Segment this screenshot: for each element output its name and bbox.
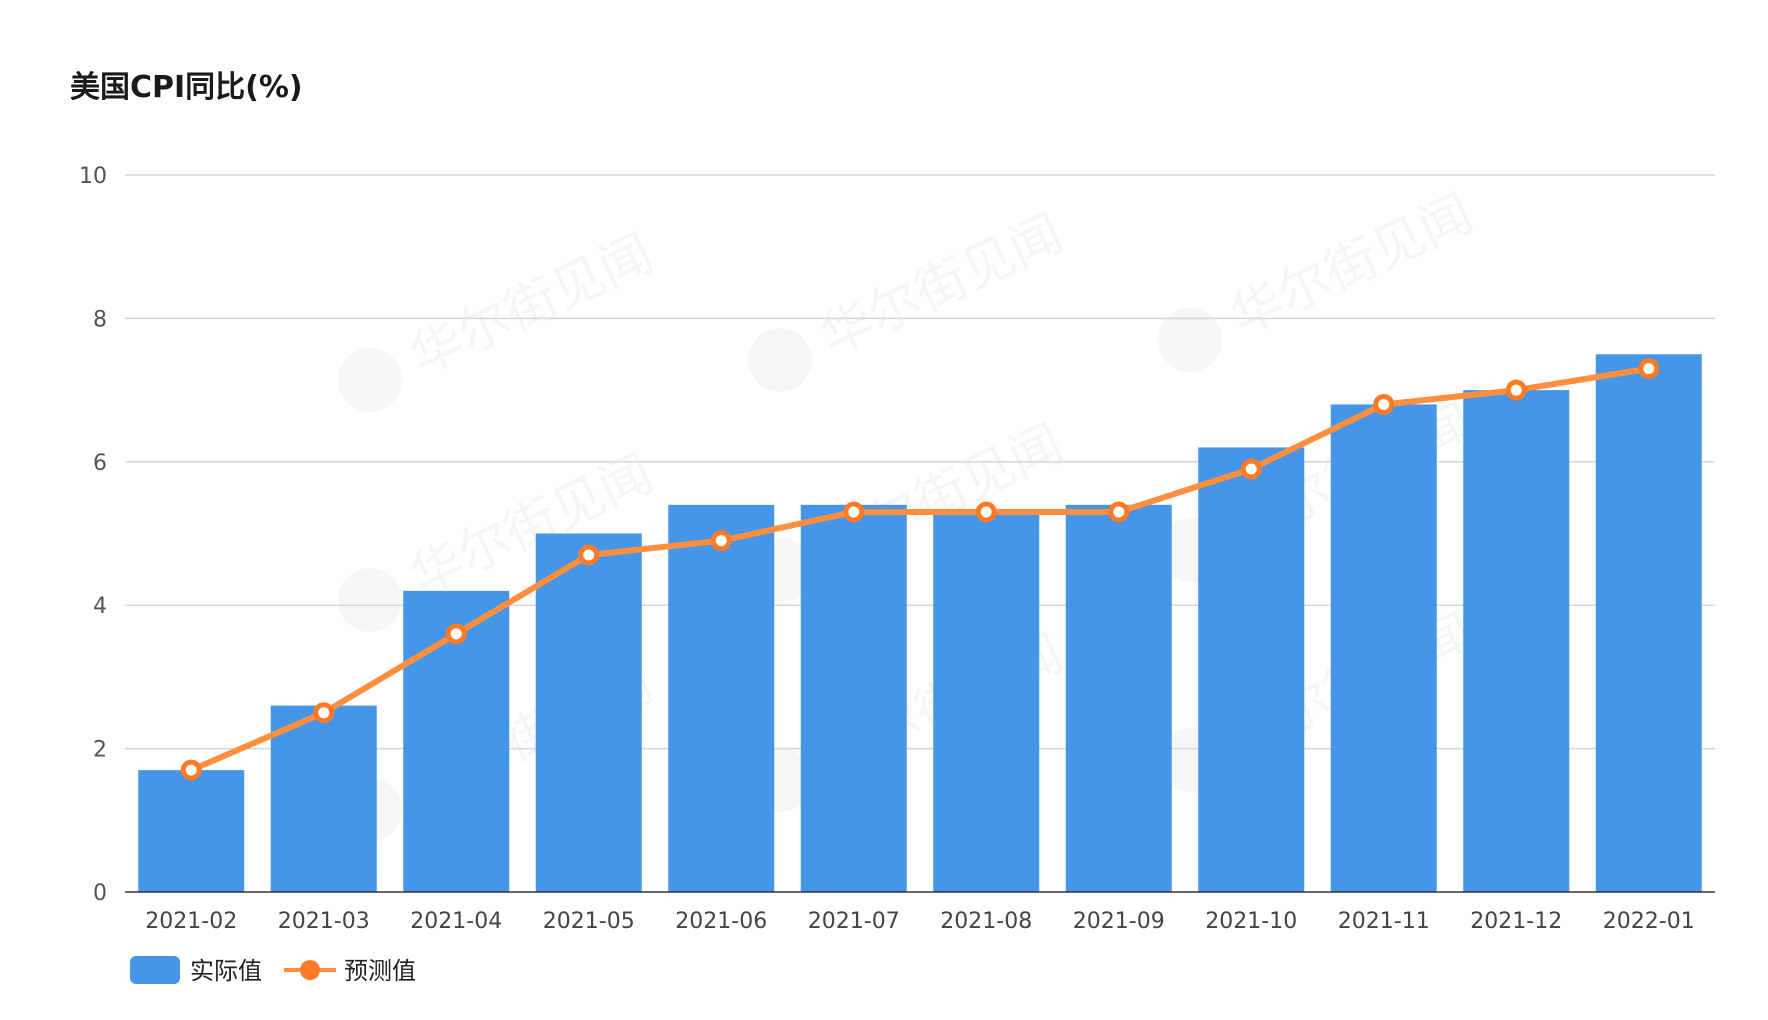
forecast-point-2021-05[interactable] bbox=[578, 544, 600, 566]
bar-2021-08[interactable] bbox=[933, 511, 1040, 892]
x-tick-label: 2021-07 bbox=[808, 909, 900, 934]
watermark-1: 华尔街见闻 bbox=[338, 224, 662, 412]
forecast-point-2021-09[interactable] bbox=[1108, 501, 1130, 523]
watermark-2: 华尔街见闻 bbox=[748, 204, 1072, 392]
bar-2022-01[interactable] bbox=[1595, 354, 1702, 892]
forecast-point-2021-11[interactable] bbox=[1373, 393, 1395, 415]
legend-item-actual[interactable]: 实际值 bbox=[130, 956, 262, 985]
legend-label-actual: 实际值 bbox=[190, 957, 262, 985]
legend: 实际值 预测值 bbox=[130, 956, 416, 985]
x-tick-label: 2022-01 bbox=[1603, 909, 1695, 934]
watermark-text: 华尔街见闻 bbox=[811, 204, 1072, 368]
bar-2021-06[interactable] bbox=[668, 504, 775, 892]
bar-2021-07[interactable] bbox=[800, 504, 907, 892]
bar-2021-05[interactable] bbox=[535, 533, 642, 893]
forecast-line bbox=[188, 365, 1652, 774]
bar-2021-03[interactable] bbox=[270, 705, 377, 892]
forecast-point-2021-04[interactable] bbox=[445, 623, 467, 645]
x-tick-label: 2021-02 bbox=[145, 909, 237, 934]
watermark-logo-icon bbox=[338, 348, 402, 412]
bar-2021-10[interactable] bbox=[1198, 447, 1305, 892]
watermark-logo-icon bbox=[748, 328, 812, 392]
legend-label-forecast: 预测值 bbox=[344, 957, 416, 985]
bar-2021-09[interactable] bbox=[1065, 504, 1172, 892]
legend-swatch-forecast-marker bbox=[300, 960, 320, 980]
x-tick-label: 2021-09 bbox=[1073, 909, 1165, 934]
x-axis-ticks: 2021-02 2021-03 2021-04 2021-05 2021-06 2021-… bbox=[145, 909, 1694, 934]
x-tick-label: 2021-03 bbox=[278, 909, 370, 934]
forecast-point-2021-07[interactable] bbox=[843, 501, 865, 523]
legend-item-forecast[interactable]: 预测值 bbox=[284, 957, 416, 985]
watermark-text: 华尔街见闻 bbox=[1221, 184, 1482, 348]
bar-2021-12[interactable] bbox=[1463, 390, 1570, 892]
x-tick-label: 2021-06 bbox=[675, 909, 767, 934]
forecast-point-2021-06[interactable] bbox=[710, 530, 732, 552]
y-tick-label: 4 bbox=[93, 594, 107, 619]
chart-title: 美国CPI同比(%) bbox=[70, 70, 303, 105]
watermark-logo-icon bbox=[1158, 308, 1222, 372]
y-tick-label: 10 bbox=[79, 164, 107, 189]
bar-series bbox=[138, 354, 1702, 892]
legend-swatch-actual bbox=[130, 956, 180, 984]
x-tick-label: 2021-05 bbox=[543, 909, 635, 934]
x-tick-label: 2021-08 bbox=[940, 909, 1032, 934]
forecast-point-2021-02[interactable] bbox=[180, 759, 202, 781]
forecast-point-2021-08[interactable] bbox=[975, 501, 997, 523]
y-axis-ticks: 0 2 4 6 8 10 bbox=[79, 164, 107, 906]
watermark-text: 华尔街见闻 bbox=[401, 224, 662, 388]
watermark-logo-icon bbox=[338, 568, 402, 632]
x-tick-label: 2021-10 bbox=[1205, 909, 1297, 934]
line-series bbox=[180, 358, 1660, 781]
x-tick-label: 2021-12 bbox=[1470, 909, 1562, 934]
y-tick-label: 8 bbox=[93, 307, 107, 332]
forecast-point-2022-01[interactable] bbox=[1638, 358, 1660, 380]
y-tick-label: 0 bbox=[93, 881, 107, 906]
y-tick-label: 6 bbox=[93, 451, 107, 476]
gridlines bbox=[125, 174, 1715, 750]
bar-2021-11[interactable] bbox=[1330, 404, 1437, 892]
y-tick-label: 2 bbox=[93, 738, 107, 763]
x-tick-label: 2021-04 bbox=[410, 909, 502, 934]
forecast-point-2021-10[interactable] bbox=[1240, 458, 1262, 480]
watermark-3: 华尔街见闻 bbox=[1158, 184, 1482, 372]
forecast-point-2021-03[interactable] bbox=[313, 702, 335, 724]
bar-2021-02[interactable] bbox=[138, 770, 245, 892]
x-tick-label: 2021-11 bbox=[1338, 909, 1430, 934]
forecast-point-2021-12[interactable] bbox=[1505, 379, 1527, 401]
